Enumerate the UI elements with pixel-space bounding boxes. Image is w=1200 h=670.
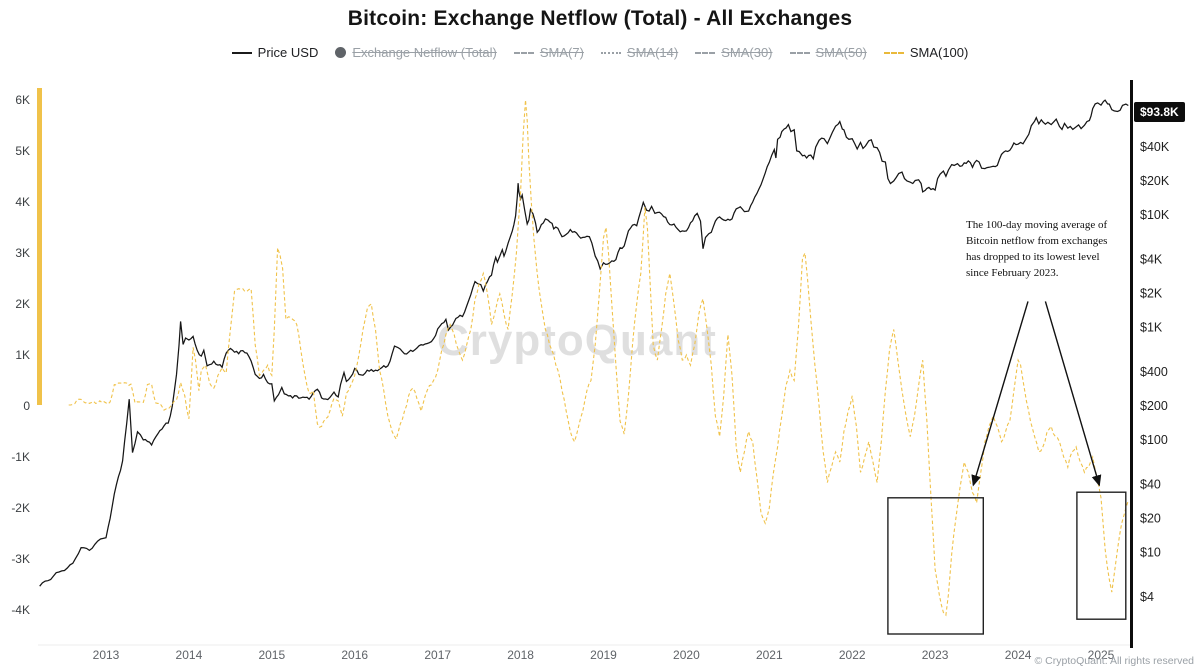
x-axis-tick-label: 2013 bbox=[93, 648, 120, 662]
x-axis-tick-label: 2022 bbox=[839, 648, 866, 662]
line-marker-icon bbox=[231, 51, 252, 54]
right-axis-tick-label: $1K bbox=[1140, 320, 1163, 334]
left-axis-tick-label: -1K bbox=[11, 450, 30, 464]
x-axis-tick-label: 2018 bbox=[507, 648, 534, 662]
right-axis-tick-label: $4K bbox=[1140, 253, 1163, 267]
legend-label: SMA(30) bbox=[721, 45, 773, 60]
copyright-text: © CryptoQuant. All rights reserved bbox=[1034, 655, 1194, 667]
dashed-line-marker-icon bbox=[513, 51, 534, 54]
price-line bbox=[39, 99, 1129, 587]
current-price-badge: $93.8K bbox=[1134, 102, 1185, 122]
left-axis-tick-label: 4K bbox=[15, 195, 30, 209]
x-axis-tick-label: 2023 bbox=[922, 648, 949, 662]
dashed-line-marker-icon bbox=[883, 51, 904, 54]
watermark: CryptoQuant bbox=[437, 316, 717, 365]
right-axis-tick-label: $40K bbox=[1140, 140, 1170, 154]
x-axis-tick-label: 2024 bbox=[1005, 648, 1032, 662]
legend-item-exchange-netflow-total[interactable]: Exchange Netflow (Total) bbox=[335, 45, 497, 60]
dashed-line-marker-icon bbox=[695, 51, 716, 54]
legend-label: SMA(14) bbox=[626, 45, 679, 60]
left-axis-tick-label: -4K bbox=[11, 603, 30, 617]
legend-item-sma-7[interactable]: SMA(7) bbox=[513, 45, 584, 60]
dashed-line-marker-icon bbox=[600, 51, 621, 54]
x-axis-tick-label: 2014 bbox=[176, 648, 203, 662]
highlight-box bbox=[1076, 491, 1127, 620]
chart-title: Bitcoin: Exchange Netflow (Total) - All … bbox=[347, 7, 853, 30]
right-axis-tick-label: $10K bbox=[1140, 208, 1170, 222]
right-axis-tick-label: $200 bbox=[1140, 399, 1168, 413]
right-axis-tick-label: $400 bbox=[1140, 365, 1168, 379]
right-axis-tick-label: $2K bbox=[1140, 287, 1163, 301]
left-axis-tick-label: 2K bbox=[15, 297, 30, 311]
chart-legend: Price USD Exchange Netflow (Total) SMA(7) S… bbox=[0, 45, 1200, 60]
legend-item-sma-30[interactable]: SMA(30) bbox=[695, 45, 773, 60]
left-axis-tick-label: 3K bbox=[15, 246, 30, 260]
x-axis-tick-label: 2019 bbox=[590, 648, 617, 662]
left-axis-tick-label: 6K bbox=[15, 93, 30, 107]
legend-label: Exchange Netflow (Total) bbox=[352, 45, 497, 60]
annotation-arrow bbox=[971, 301, 1029, 487]
legend-label: SMA(7) bbox=[539, 45, 584, 60]
right-axis-tick-label: $10 bbox=[1140, 545, 1161, 559]
x-axis-tick-label: 2025 bbox=[1088, 648, 1115, 662]
left-axis-tick-label: 1K bbox=[15, 348, 30, 362]
left-axis-tick-label: -2K bbox=[11, 501, 30, 515]
right-axis-tick-label: $4 bbox=[1140, 590, 1154, 604]
dot-marker-icon bbox=[335, 47, 347, 58]
x-axis-tick-label: 2020 bbox=[673, 648, 700, 662]
right-axis-tick-label: $20 bbox=[1140, 512, 1161, 526]
highlight-box bbox=[887, 497, 985, 635]
legend-label: SMA(100) bbox=[909, 45, 969, 60]
right-axis-tick-label: $40 bbox=[1140, 478, 1161, 492]
legend-label: SMA(50) bbox=[815, 45, 867, 60]
x-axis-tick-label: 2021 bbox=[756, 648, 783, 662]
x-axis-tick-label: 2016 bbox=[341, 648, 368, 662]
x-axis-tick-label: 2015 bbox=[258, 648, 285, 662]
right-axis-tick-label: $100 bbox=[1140, 433, 1168, 447]
left-axis-tick-label: 0 bbox=[23, 399, 30, 413]
legend-item-sma-50[interactable]: SMA(50) bbox=[789, 45, 867, 60]
left-axis-tick-label: -3K bbox=[11, 552, 30, 566]
legend-item-sma-14[interactable]: SMA(14) bbox=[600, 45, 679, 60]
legend-item-sma-100[interactable]: SMA(100) bbox=[883, 45, 969, 60]
left-axis-tick-label: 5K bbox=[15, 144, 30, 158]
annotation-text: The 100-day moving average of Bitcoin ne… bbox=[966, 219, 1108, 279]
legend-item-price-usd[interactable]: Price USD bbox=[231, 45, 319, 60]
right-axis-tick-label: $20K bbox=[1140, 174, 1170, 188]
dashed-line-marker-icon bbox=[789, 51, 810, 54]
legend-label: Price USD bbox=[257, 45, 319, 60]
left-edge-yellow-bar bbox=[37, 88, 42, 405]
annotation-arrow bbox=[1044, 301, 1102, 487]
sma100-line bbox=[68, 99, 1129, 617]
x-axis-tick-label: 2017 bbox=[424, 648, 451, 662]
